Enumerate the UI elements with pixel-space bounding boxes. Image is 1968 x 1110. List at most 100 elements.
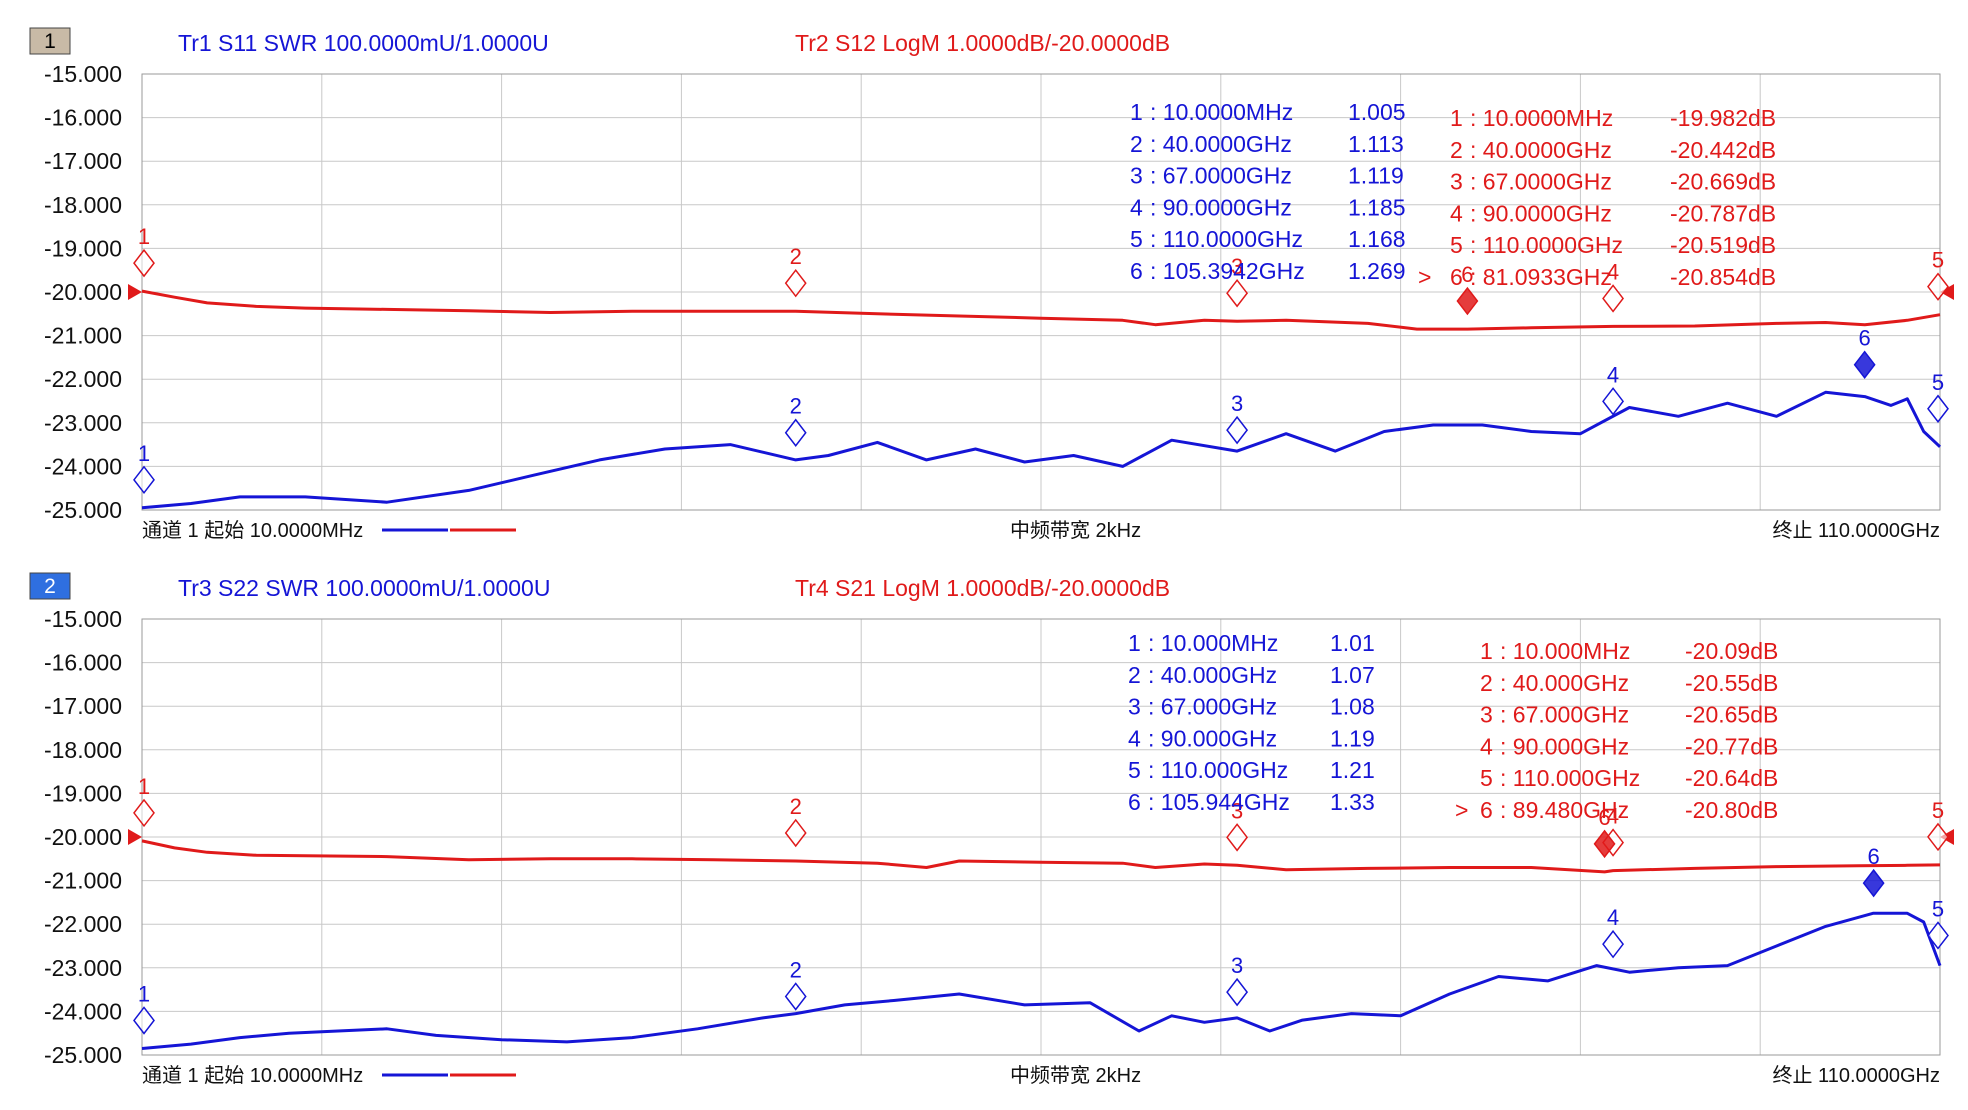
marker-diamond-markers_left-4 bbox=[1602, 387, 1625, 416]
readout-right-value: -20.669dB bbox=[1670, 169, 1776, 195]
marker-diamond-markers_right-6 bbox=[1456, 286, 1479, 316]
readout-right-value: -20.442dB bbox=[1670, 137, 1776, 163]
trace-right-title: Tr2 S12 LogM 1.0000dB/-20.0000dB bbox=[795, 30, 1170, 56]
marker-number-markers_left-2: 2 bbox=[790, 957, 802, 982]
readout-left-frequency: : 67.0000GHz bbox=[1150, 163, 1292, 189]
marker-diamond-markers_left-2 bbox=[784, 982, 807, 1011]
channel-2-panel: 2 Tr3 S22 SWR 100.0000mU/1.0000U Tr4 S21 L… bbox=[0, 545, 1968, 1105]
trace-right-title: Tr4 S21 LogM 1.0000dB/-20.0000dB bbox=[795, 575, 1170, 601]
readout-right-frequency: : 110.000GHz bbox=[1500, 765, 1640, 791]
readout-left-number: 4 bbox=[1128, 725, 1141, 751]
y-tick-label: -18.000 bbox=[44, 737, 122, 763]
marker-diamond-markers_left-1 bbox=[133, 1006, 155, 1035]
y-tick-label: -20.000 bbox=[44, 279, 122, 305]
marker-diamond-markers_left-1 bbox=[133, 465, 155, 495]
marker-diamond-markers_right-2 bbox=[784, 268, 807, 298]
footer-if-bandwidth: 中频带宽 2kHz bbox=[1010, 519, 1141, 542]
readout-right-frequency: : 40.0000GHz bbox=[1470, 137, 1612, 163]
readout-left-value: 1.185 bbox=[1348, 194, 1406, 220]
readout-left-frequency: : 110.0000GHz bbox=[1150, 226, 1303, 252]
marker-diamond-markers_left-6 bbox=[1862, 868, 1885, 898]
marker-diamond-markers_left-5 bbox=[1927, 921, 1949, 950]
marker-number-markers_right-3: 3 bbox=[1231, 254, 1243, 279]
y-tick-label: -15.000 bbox=[44, 606, 122, 632]
readout-left-value: 1.33 bbox=[1330, 789, 1375, 815]
marker-number-markers_right-1: 1 bbox=[138, 224, 150, 249]
y-tick-label: -20.000 bbox=[44, 824, 122, 850]
readout-right-frequency: : 110.0000GHz bbox=[1470, 232, 1623, 258]
footer-stop-frequency: 终止 110.0000GHz bbox=[1773, 1064, 1941, 1087]
channel-badge-number: 2 bbox=[44, 575, 56, 598]
channel-badge bbox=[29, 27, 71, 55]
marker-number-markers_right-6: 6 bbox=[1461, 262, 1473, 287]
marker-diamond-markers_left-3 bbox=[1226, 977, 1249, 1007]
reference-arrow-left bbox=[128, 829, 142, 845]
readout-right-number: 1 bbox=[1450, 105, 1463, 131]
readout-right-active-prefix: > bbox=[1418, 264, 1431, 290]
marker-number-markers_right-1: 1 bbox=[138, 774, 150, 799]
reference-arrow-right bbox=[1940, 284, 1954, 300]
marker-diamond-markers_left-4 bbox=[1602, 929, 1625, 959]
marker-number-markers_right-6: 6 bbox=[1598, 805, 1610, 830]
readout-right-value: -19.982dB bbox=[1670, 105, 1776, 131]
readout-left-frequency: : 67.000GHz bbox=[1148, 694, 1277, 720]
y-tick-label: -24.000 bbox=[44, 998, 122, 1024]
readout-left-frequency: : 90.000GHz bbox=[1148, 725, 1277, 751]
readout-left-value: 1.113 bbox=[1348, 131, 1404, 157]
readout-right-number: 1 bbox=[1480, 638, 1493, 664]
readout-right-frequency: : 67.000GHz bbox=[1500, 702, 1629, 728]
readout-right-frequency: : 10.000MHz bbox=[1500, 638, 1630, 664]
y-tick-label: -21.000 bbox=[44, 868, 122, 894]
marker-number-markers_left-1: 1 bbox=[138, 981, 150, 1006]
readout-left-number: 3 bbox=[1130, 163, 1143, 189]
readout-left-value: 1.005 bbox=[1348, 99, 1406, 125]
footer-start-frequency: 通道 1 起始 10.0000MHz bbox=[142, 1064, 363, 1087]
y-tick-label: -19.000 bbox=[44, 235, 122, 261]
marker-diamond-markers_right-2 bbox=[784, 818, 807, 848]
readout-left-frequency: : 10.000MHz bbox=[1148, 630, 1278, 656]
readout-left-value: 1.119 bbox=[1348, 163, 1404, 189]
y-tick-label: -25.000 bbox=[44, 1042, 122, 1068]
marker-diamond-markers_right-1 bbox=[133, 248, 155, 278]
marker-number-markers_left-1: 1 bbox=[138, 441, 150, 466]
readout-right-frequency: : 67.0000GHz bbox=[1470, 169, 1612, 195]
readout-left-value: 1.19 bbox=[1330, 725, 1375, 751]
marker-diamond-markers_left-6 bbox=[1853, 350, 1876, 379]
readout-left-number: 2 bbox=[1130, 131, 1143, 157]
readout-left-frequency: : 105.3942GHz bbox=[1150, 258, 1305, 284]
readout-right-number: 2 bbox=[1480, 670, 1493, 696]
y-tick-label: -18.000 bbox=[44, 192, 122, 218]
marker-number-markers_left-3: 3 bbox=[1231, 391, 1243, 416]
reference-arrow-left bbox=[128, 284, 142, 300]
readout-left-number: 5 bbox=[1128, 757, 1141, 783]
readout-left-value: 1.07 bbox=[1330, 662, 1375, 688]
readout-left-number: 1 bbox=[1128, 630, 1141, 656]
readout-left-number: 5 bbox=[1130, 226, 1143, 252]
readout-right-value: -20.65dB bbox=[1685, 702, 1778, 728]
readout-left-number: 6 bbox=[1130, 258, 1143, 284]
channel-badge bbox=[29, 572, 71, 600]
readout-right-number: 5 bbox=[1480, 765, 1493, 791]
readout-left-value: 1.269 bbox=[1348, 258, 1406, 284]
readout-right-frequency: : 10.0000MHz bbox=[1470, 105, 1613, 131]
y-tick-label: -21.000 bbox=[44, 323, 122, 349]
channel-1-panel: 1 Tr1 S11 SWR 100.0000mU/1.0000U Tr2 S12 L… bbox=[0, 0, 1968, 545]
trace-line-tr4-s21 bbox=[141, 839, 1941, 874]
marker-number-markers_left-2: 2 bbox=[790, 394, 802, 419]
marker-number-markers_left-4: 4 bbox=[1607, 362, 1619, 387]
marker-number-markers_left-6: 6 bbox=[1859, 326, 1871, 351]
marker-diamond-markers_right-5 bbox=[1927, 272, 1949, 301]
footer-stop-frequency: 终止 110.0000GHz bbox=[1773, 519, 1941, 542]
readout-right-number: 3 bbox=[1450, 169, 1463, 195]
readout-left-frequency: : 40.000GHz bbox=[1148, 662, 1277, 688]
marker-number-markers_right-5: 5 bbox=[1932, 798, 1944, 823]
readout-right-value: -20.787dB bbox=[1670, 200, 1776, 226]
marker-number-markers_right-2: 2 bbox=[790, 794, 802, 819]
y-tick-label: -17.000 bbox=[44, 693, 122, 719]
readout-left-number: 6 bbox=[1128, 789, 1141, 815]
readout-right-value: -20.77dB bbox=[1685, 733, 1778, 759]
y-tick-label: -22.000 bbox=[44, 366, 122, 392]
readout-right-value: -20.64dB bbox=[1685, 765, 1778, 791]
marker-number-markers_right-4: 4 bbox=[1607, 804, 1619, 829]
marker-diamond-markers_right-6 bbox=[1593, 829, 1616, 859]
